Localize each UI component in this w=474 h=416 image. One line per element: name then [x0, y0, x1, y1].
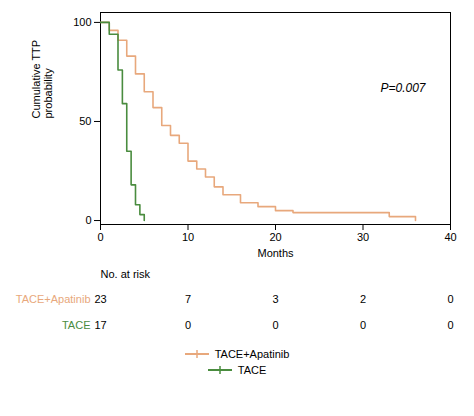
html-text:TACE+Apatinib: TACE+Apatinib	[214, 348, 290, 360]
svg-text:23: 23	[94, 293, 106, 305]
svg-text:7: 7	[185, 293, 191, 305]
svg-text:50: 50	[79, 115, 91, 127]
svg-text:2: 2	[360, 293, 366, 305]
svg-text:0: 0	[447, 293, 453, 305]
svg-text:20: 20	[269, 231, 281, 243]
svg-text:100: 100	[73, 16, 91, 28]
svg-text:40: 40	[444, 231, 456, 243]
svg-text:0: 0	[272, 319, 278, 331]
svg-text:0: 0	[85, 214, 91, 226]
svg-text:Months: Months	[257, 247, 294, 259]
svg-text:17: 17	[94, 319, 106, 331]
svg-text:Cumulative TTPprobability: Cumulative TTPprobability	[30, 40, 54, 119]
svg-text:0: 0	[360, 319, 366, 331]
svg-text:P=0.007: P=0.007	[381, 81, 427, 95]
svg-text:3: 3	[272, 293, 278, 305]
svg-text:No. at risk: No. at risk	[101, 268, 151, 280]
svg-text:10: 10	[182, 231, 194, 243]
svg-text:0: 0	[447, 319, 453, 331]
svg-text:TACE: TACE	[62, 319, 91, 331]
html-text:TACE: TACE	[237, 364, 267, 376]
svg-text:30: 30	[357, 231, 369, 243]
svg-text:TACE+Apatinib: TACE+Apatinib	[16, 293, 91, 305]
svg-text:0: 0	[185, 319, 191, 331]
svg-text:0: 0	[97, 231, 103, 243]
